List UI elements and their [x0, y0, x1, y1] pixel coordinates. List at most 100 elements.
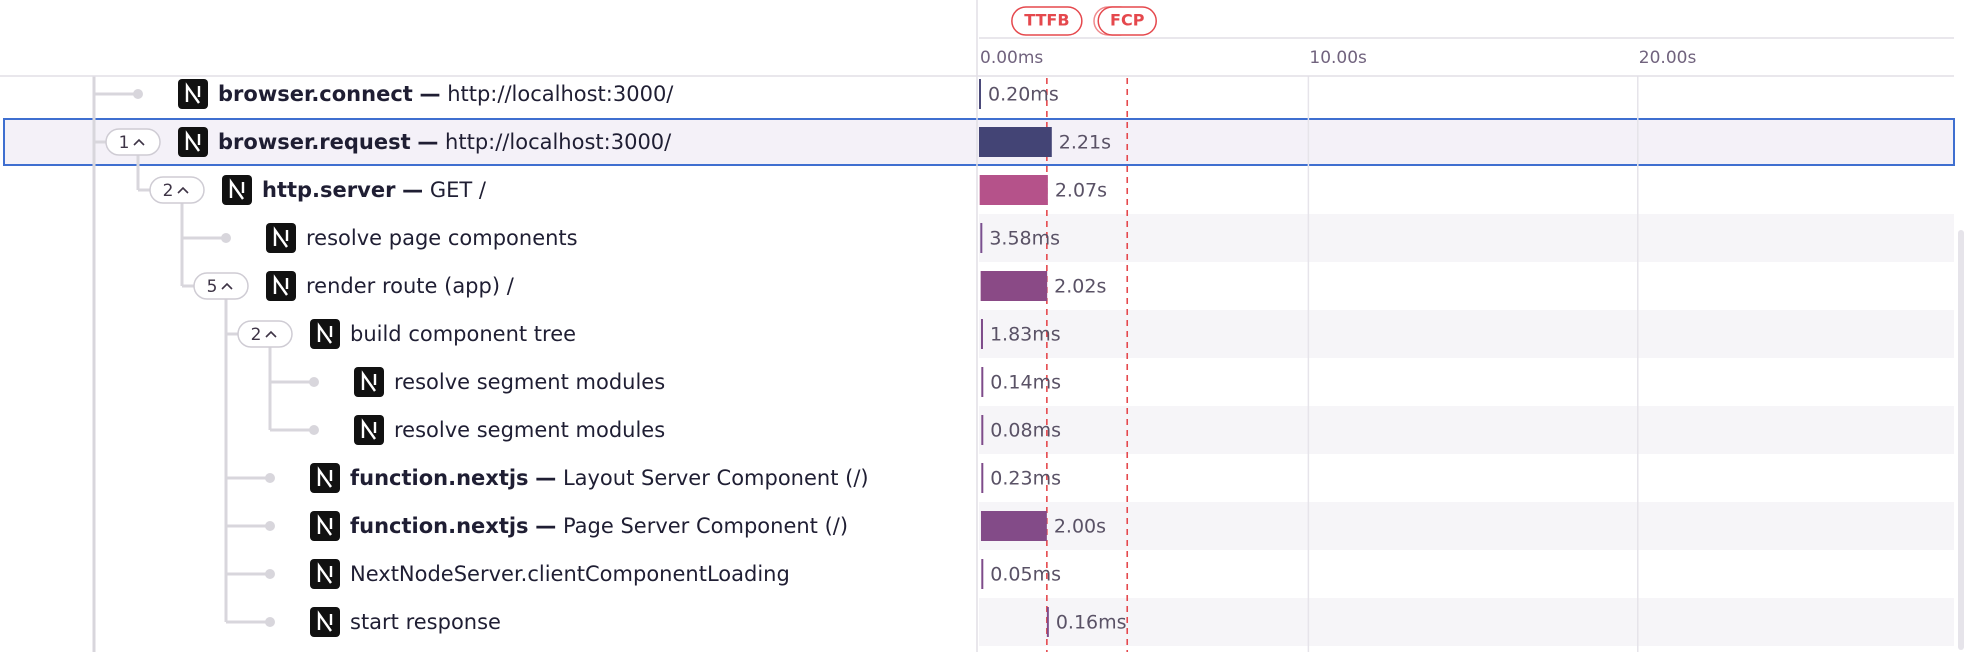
- span-op: browser.request: [218, 130, 411, 154]
- duration-label: 0.20ms: [988, 84, 1059, 106]
- nextjs-glyph: [361, 370, 377, 392]
- span-name: build component tree: [350, 322, 576, 346]
- span-description: resolve page components: [306, 226, 578, 250]
- child-count: 2: [251, 325, 262, 345]
- collapse-pill[interactable]: [105, 128, 161, 156]
- span-op: function.nextjs: [350, 514, 529, 538]
- marker-pill: [1097, 6, 1157, 36]
- rows: browser.connect — http://localhost:3000/…: [105, 79, 1127, 637]
- span-row[interactable]: start response 0.16ms: [265, 607, 1127, 637]
- span-bar: [979, 175, 1048, 205]
- span-bar: [981, 559, 984, 589]
- nextjs-glyph: [317, 514, 333, 536]
- span-row[interactable]: 2 http.server — GET / 2.07s: [149, 175, 1107, 205]
- span-bar: [981, 367, 984, 397]
- tree-lines: [92, 76, 314, 652]
- child-count: 1: [119, 133, 130, 153]
- nextjs-glyph: [317, 610, 333, 632]
- span-name: http.server — GET /: [262, 178, 487, 202]
- separator: —: [417, 130, 438, 154]
- span-op: browser.connect: [218, 82, 413, 106]
- chevron-up: [177, 186, 189, 194]
- marker-label: TTFB: [1024, 11, 1069, 30]
- tree-dot: [265, 521, 275, 531]
- span-name: browser.connect — http://localhost:3000/: [218, 82, 674, 106]
- span-row[interactable]: resolve segment modules 0.08ms: [309, 415, 1061, 445]
- span-row[interactable]: function.nextjs — Layout Server Componen…: [265, 463, 1061, 493]
- x-tick-label: 10.00s: [1309, 48, 1367, 68]
- span-bar: [980, 271, 1048, 301]
- nextjs-glyph: [317, 466, 333, 488]
- duration-label: 0.16ms: [1056, 612, 1127, 634]
- tree-dot: [265, 473, 275, 483]
- scrollbar[interactable]: [1958, 230, 1964, 650]
- tree-dot: [309, 377, 319, 387]
- duration-label: 2.21s: [1059, 132, 1111, 154]
- span-name: browser.request — http://localhost:3000/: [218, 130, 672, 154]
- marker-label: FCP: [1110, 11, 1145, 30]
- span-row[interactable]: 2 build component tree 1.83ms: [237, 319, 1061, 349]
- span-bar: [980, 223, 983, 253]
- span-name: start response: [350, 610, 501, 634]
- span-description: http://localhost:3000/: [447, 82, 674, 106]
- span-bar: [979, 127, 1052, 157]
- span-bar: [979, 79, 981, 109]
- nextjs-glyph: [317, 562, 333, 584]
- tree-dot: [265, 569, 275, 579]
- span-row[interactable]: 1 browser.request — http://localhost:3000…: [105, 127, 1111, 157]
- tree-dot: [309, 425, 319, 435]
- span-bar: [981, 463, 984, 493]
- row-stripe: [979, 406, 1954, 454]
- chevron-up: [221, 282, 233, 290]
- span-name: render route (app) /: [306, 274, 515, 298]
- duration-label: 2.07s: [1055, 180, 1107, 202]
- span-op: http.server: [262, 178, 396, 202]
- separator: —: [402, 178, 423, 202]
- duration-label: 2.02s: [1054, 276, 1106, 298]
- span-name: resolve page components: [306, 226, 578, 250]
- duration-label: 2.00s: [1054, 516, 1106, 538]
- span-bar: [1046, 607, 1049, 637]
- duration-label: 0.23ms: [990, 468, 1061, 490]
- collapse-pill[interactable]: [149, 176, 205, 204]
- collapse-pill[interactable]: [237, 320, 293, 348]
- row-stripe: [979, 310, 1954, 358]
- nextjs-glyph: [185, 130, 201, 152]
- nextjs-glyph: [185, 82, 201, 104]
- nextjs-glyph: [317, 322, 333, 344]
- span-name: function.nextjs — Layout Server Componen…: [350, 466, 869, 490]
- nextjs-glyph: [273, 274, 289, 296]
- duration-label: 0.08ms: [990, 420, 1061, 442]
- child-count: 5: [207, 277, 218, 297]
- span-name: NextNodeServer.clientComponentLoading: [350, 562, 790, 586]
- collapse-pill[interactable]: [193, 272, 249, 300]
- span-description: http://localhost:3000/: [445, 130, 672, 154]
- nextjs-glyph: [361, 418, 377, 440]
- child-count: 2: [163, 181, 174, 201]
- span-row[interactable]: NextNodeServer.clientComponentLoading 0.0…: [265, 559, 1061, 589]
- span-row[interactable]: resolve page components 3.58ms: [221, 223, 1060, 253]
- x-tick-label: 0.00ms: [980, 48, 1043, 68]
- span-description: Layout Server Component (/): [563, 466, 869, 490]
- span-description: Page Server Component (/): [563, 514, 848, 538]
- separator: —: [420, 82, 441, 106]
- span-row[interactable]: resolve segment modules 0.14ms: [309, 367, 1061, 397]
- nextjs-glyph: [273, 226, 289, 248]
- duration-label: 1.83ms: [990, 324, 1061, 346]
- span-row[interactable]: function.nextjs — Page Server Component …: [265, 511, 1106, 541]
- span-row[interactable]: browser.connect — http://localhost:3000/…: [133, 79, 1059, 109]
- row-stripe: [979, 598, 1954, 646]
- span-row[interactable]: 5 render route (app) / 2.02s: [193, 271, 1106, 301]
- tree-dot: [265, 617, 275, 627]
- span-name: resolve segment modules: [394, 418, 665, 442]
- chevron-up: [133, 138, 145, 146]
- span-description: NextNodeServer.clientComponentLoading: [350, 562, 790, 586]
- separator: —: [535, 466, 556, 490]
- span-bar: [980, 511, 1047, 541]
- span-description: resolve segment modules: [394, 418, 665, 442]
- span-description: start response: [350, 610, 501, 634]
- span-bar: [981, 415, 984, 445]
- tree-dot: [133, 89, 143, 99]
